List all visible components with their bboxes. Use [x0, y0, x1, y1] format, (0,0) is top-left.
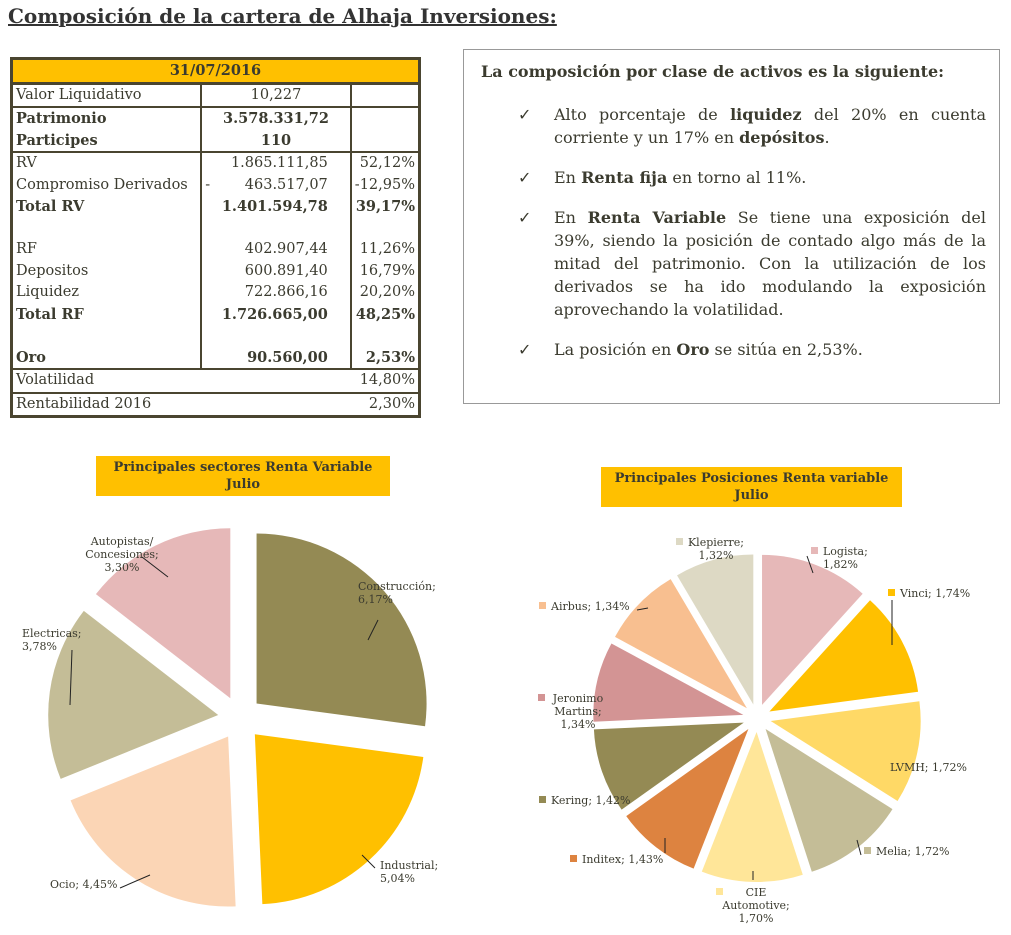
leader-line	[367, 619, 379, 641]
legend-swatch	[538, 694, 545, 701]
table-row: Rentabilidad 2016 2,30%	[16, 395, 415, 412]
pie-slice	[769, 600, 919, 712]
leader-line	[806, 555, 814, 574]
legend-swatch	[716, 888, 723, 895]
portfolio-table: 31/07/2016 Valor Liquidativo 10,227 Patri…	[10, 57, 421, 418]
pie-slice	[770, 701, 921, 802]
table-row: RF 402.907,44 11,26%	[12, 239, 420, 261]
leader-line	[69, 649, 73, 706]
slice-label: 6,17%	[358, 593, 393, 606]
summary-box: La composición por clase de activos es l…	[463, 49, 1000, 404]
legend-swatch	[888, 589, 895, 596]
table-date: 31/07/2016	[11, 58, 420, 85]
slice-label: 3,78%	[22, 640, 57, 653]
table-row: Patrimonio 3.578.331,72	[11, 106, 420, 130]
check-icon: ✓	[518, 340, 532, 359]
check-icon: ✓	[518, 168, 532, 187]
pie-slice	[593, 643, 744, 722]
slice-label: Airbus; 1,34%	[550, 600, 630, 613]
slice-label: 1,32%	[699, 549, 734, 562]
legend-swatch	[878, 763, 885, 770]
table-row: Depositos 600.891,40 16,79%	[12, 260, 420, 282]
legend-swatch	[539, 796, 546, 803]
pie-slice	[626, 729, 749, 869]
check-icon: ✓	[518, 208, 532, 227]
page-title: Composición de la cartera de Alhaja Inve…	[8, 4, 557, 28]
table-row: Total RV 1.401.594,78 39,17%	[12, 196, 420, 218]
slice-label: 3,30%	[105, 561, 140, 574]
slice-label: Autopistas/	[90, 535, 154, 548]
pie-slice	[677, 554, 754, 705]
leader-line	[119, 874, 151, 889]
chart-title-sectors: Principales sectores Renta Variable Julio	[96, 456, 390, 496]
slice-label: CIE	[746, 886, 767, 899]
legend-swatch	[570, 855, 577, 862]
summary-bullet: ✓ La posición en Oro se sitúa en 2,53%.	[518, 340, 863, 359]
table-row: Compromiso Derivados -463.517,07 -12,95%	[12, 174, 420, 196]
summary-bullet: ✓ En Renta Variable Se tiene una exposici…	[518, 208, 986, 319]
slice-label: LVMH; 1,72%	[890, 761, 967, 774]
legend-swatch	[811, 547, 818, 554]
legend-swatch	[864, 847, 871, 854]
slice-label: Electricas;	[22, 627, 82, 640]
pie-slice	[254, 734, 424, 905]
leader-line	[636, 607, 649, 611]
summary-list: ✓ Alto porcentaje de liquidez del 20% en …	[518, 103, 986, 378]
table-row: Valor Liquidativo 10,227	[12, 83, 420, 107]
slice-label: Martins;	[554, 705, 601, 718]
slice-label: Ocio; 4,45%	[50, 878, 117, 891]
pie-slice	[765, 729, 893, 872]
slice-label: Industrial;	[380, 859, 438, 872]
pie-slice	[256, 533, 427, 727]
summary-bullet: ✓ Alto porcentaje de liquidez del 20% en …	[518, 105, 987, 147]
leader-line	[361, 854, 376, 869]
slice-label: Kering; 1,42%	[551, 794, 630, 807]
slice-label: Klepierre;	[688, 536, 744, 549]
table-row: Participes 110	[12, 129, 420, 152]
slice-label: 5,04%	[380, 872, 415, 885]
pie-slice	[95, 528, 231, 699]
slice-label: Construcción;	[358, 580, 436, 593]
table-row: Volatilidad 14,80%	[11, 368, 420, 394]
table-row: RV 1.865.111,85 52,12%	[11, 151, 420, 175]
pie-slice	[614, 579, 747, 709]
slice-label: 1,70%	[739, 912, 774, 925]
pie-slice	[762, 554, 863, 705]
pie-slice	[593, 722, 744, 810]
slice-label: Logista;	[823, 545, 868, 558]
legend-swatch	[539, 602, 546, 609]
slice-label: 1,82%	[823, 558, 858, 571]
pie-slice	[48, 610, 219, 779]
check-icon: ✓	[518, 105, 532, 124]
slice-label: Automotive;	[721, 899, 790, 912]
pie-slice	[701, 731, 803, 882]
table-row: Oro 90.560,00 2,53%	[12, 346, 420, 369]
chart-title-positions: Principales Posiciones Renta variable Jul…	[601, 467, 902, 507]
table-row: Liquidez 722.866,16 20,20%	[12, 282, 420, 304]
legend-swatch	[676, 538, 683, 545]
slice-label: Vinci; 1,74%	[899, 587, 970, 600]
pie-slice	[70, 736, 236, 907]
leader-line	[141, 556, 169, 578]
summary-bullet: ✓ En Renta fija en torno al 11%.	[518, 168, 807, 187]
table-row: Total RF 1.726.665,00 48,25%	[12, 303, 420, 325]
slice-label: Jeronimo	[552, 692, 604, 705]
summary-heading: La composición por clase de activos es l…	[481, 62, 945, 81]
slice-label: Concesiones;	[85, 548, 159, 561]
slice-label: Inditex; 1,43%	[582, 853, 663, 866]
leader-line	[856, 839, 862, 856]
slice-label: 1,34%	[561, 718, 596, 731]
slice-label: Melia; 1,72%	[876, 845, 950, 858]
